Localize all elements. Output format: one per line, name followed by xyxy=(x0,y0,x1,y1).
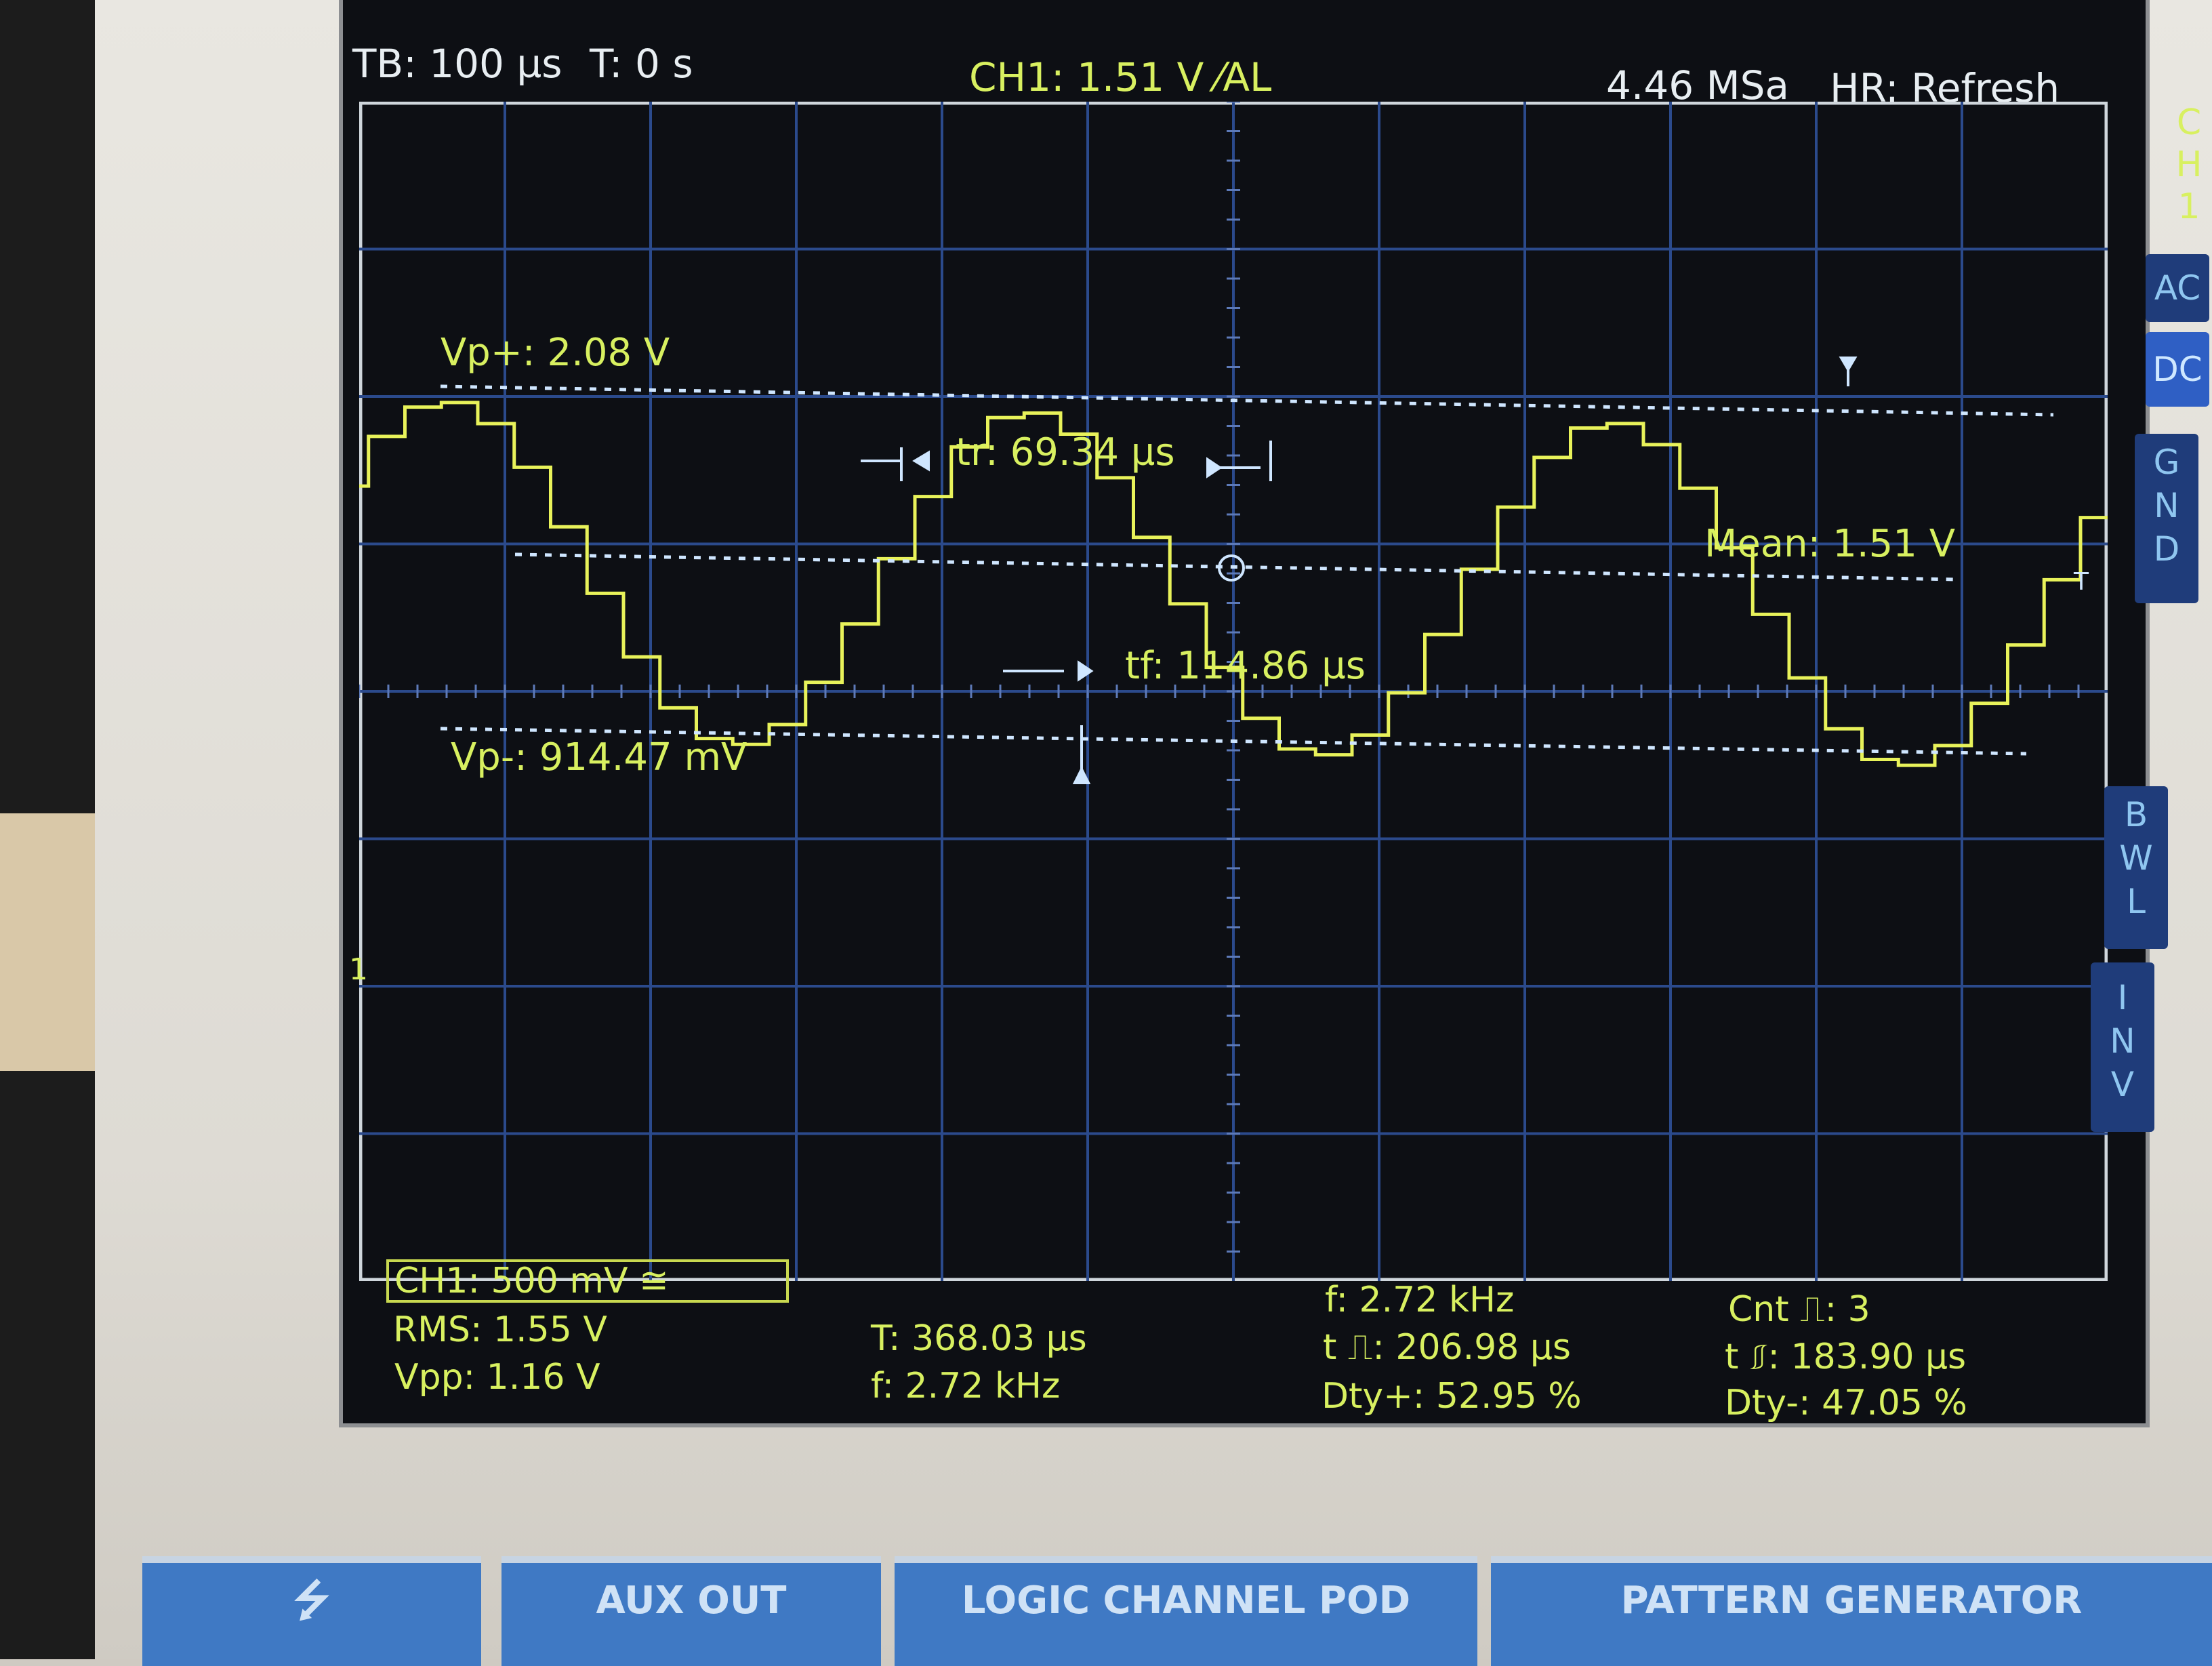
ch1-scale-box[interactable] xyxy=(386,1259,789,1303)
rise-time-label: tr: 69.34 µs xyxy=(956,430,1175,474)
rms-readout: RMS: 1.55 V xyxy=(393,1309,607,1350)
vp-plus-marker xyxy=(1839,357,1858,386)
ch1-waveform-trace xyxy=(359,401,2108,767)
bandwidth-limit-button[interactable]: B W L xyxy=(2104,786,2168,949)
usb-icon: ⭍ xyxy=(293,1576,330,1626)
vp-plus-cursor xyxy=(440,384,2054,417)
channel-trigger-readout[interactable]: CH1: 1.51 V ⁄AL xyxy=(969,54,1272,100)
coupling-gnd-button[interactable]: G N D xyxy=(2135,434,2198,603)
background-desk xyxy=(0,813,95,1071)
usb-port[interactable]: ⭍ xyxy=(142,1556,481,1666)
mean-label: Mean: 1.51 V xyxy=(1704,522,1956,566)
tr-cursor-left xyxy=(861,447,930,481)
coupling-dc-button[interactable]: DC xyxy=(2146,332,2209,407)
graticule-grid xyxy=(359,102,2108,1281)
aux-out-label: AUX OUT xyxy=(501,1556,881,1666)
frequency-readout-2: f: 2.72 kHz xyxy=(1325,1280,1515,1320)
negative-duty-readout: Dty-: 47.05 % xyxy=(1725,1383,1967,1423)
coupling-ac-button[interactable]: AC xyxy=(2146,254,2209,322)
fall-time-label: tf: 114.86 µs xyxy=(1125,644,1366,688)
vpp-readout: Vpp: 1.16 V xyxy=(394,1357,600,1398)
ch1-scale-readout[interactable]: CH1: 500 mV ≅ xyxy=(394,1261,669,1301)
mean-cursor xyxy=(514,552,1959,582)
positive-pulse-width-readout: t ⎍: 206.98 µs xyxy=(1323,1327,1572,1368)
waveform-display xyxy=(359,102,2108,1281)
trigger-level-marker[interactable]: T xyxy=(2074,568,2089,596)
vp-minus-label: Vp-: 914.47 mV xyxy=(451,735,747,779)
period-readout: T: 368.03 µs xyxy=(871,1318,1087,1359)
mean-crossing-marker xyxy=(1218,554,1245,582)
vp-minus-cursor xyxy=(440,727,2027,756)
tf-cursor-left xyxy=(1003,660,1094,682)
pattern-generator-label: PATTERN GENERATOR xyxy=(1491,1556,2212,1666)
logic-channel-pod-label: LOGIC CHANNEL POD xyxy=(895,1556,1477,1666)
vp-plus-label: Vp+: 2.08 V xyxy=(441,331,670,375)
tf-cursor-marker xyxy=(1072,725,1091,784)
ch1-ground-marker[interactable]: 1 xyxy=(349,952,368,987)
negative-pulse-width-readout: t ⎎: 183.90 µs xyxy=(1725,1337,1967,1377)
pulse-count-readout: Cnt ⎍: 3 xyxy=(1728,1289,1870,1330)
side-menu-channel-label: C H 1 xyxy=(2175,102,2203,227)
trigger-time-readout[interactable]: T: 0 s xyxy=(590,41,693,87)
timebase-readout[interactable]: TB: 100 µs xyxy=(352,41,562,87)
invert-button[interactable]: I N V xyxy=(2091,962,2154,1132)
frequency-readout-1: f: 2.72 kHz xyxy=(871,1366,1061,1406)
sample-rate-readout: 4.46 MSa xyxy=(1606,62,1789,108)
positive-duty-readout: Dty+: 52.95 % xyxy=(1322,1376,1582,1417)
tr-cursor-right xyxy=(1206,441,1272,481)
